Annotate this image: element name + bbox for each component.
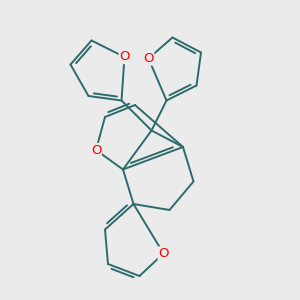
Text: O: O [158, 247, 169, 260]
Text: O: O [143, 52, 154, 65]
Text: O: O [91, 143, 101, 157]
Text: O: O [119, 50, 130, 64]
